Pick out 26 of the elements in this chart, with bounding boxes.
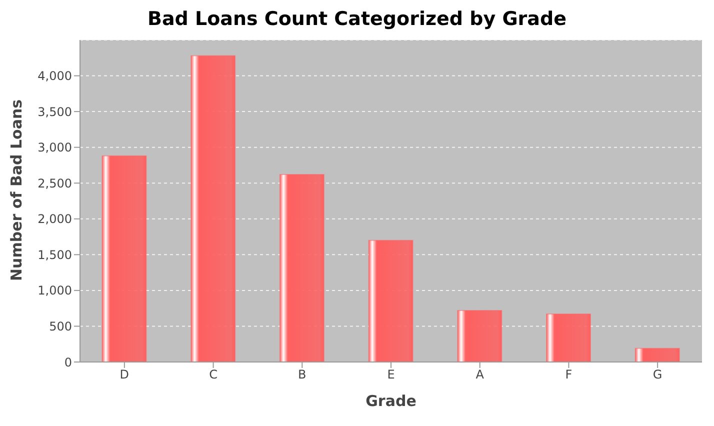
x-tick-label: C [209,368,218,382]
bar [546,314,591,362]
y-tick-label: 4,000 [38,69,72,84]
bar [190,55,236,362]
y-tick-label: 500 [49,319,72,334]
y-tick-label: 2,500 [38,176,72,190]
chart-title: Bad Loans Count Categorized by Grade [146,8,568,32]
x-tick-label: B [298,368,306,382]
x-tick-label: G [652,368,662,382]
y-tick-label: 1,500 [38,248,72,262]
y-tick-label: 3,500 [38,104,72,119]
x-tick-label: E [387,368,395,382]
bar [368,240,414,362]
x-tick-label: A [476,368,485,382]
bar [457,310,502,362]
y-tick-label: 2,000 [38,212,72,226]
y-tick-label: 0 [64,355,72,370]
x-tick-label: F [565,368,572,382]
bar [279,174,324,362]
y-tick-label: 1,000 [38,284,72,298]
x-tick-label: D [120,368,130,382]
bar [634,348,680,362]
bar [102,155,147,362]
y-tick-label: 3,000 [38,140,72,155]
x-axis-title: Grade [366,392,416,410]
y-axis-title: Number of Bad Loans [7,99,26,281]
